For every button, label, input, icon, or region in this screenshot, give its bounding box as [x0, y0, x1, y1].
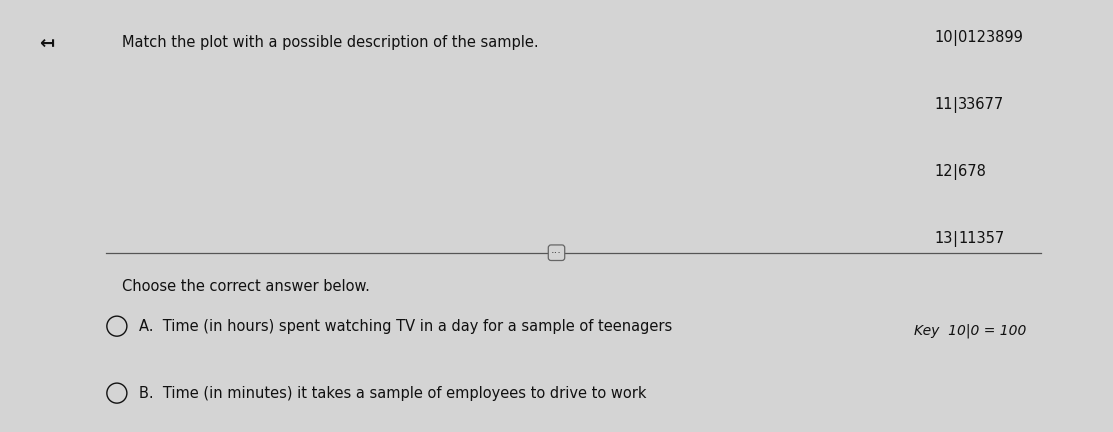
Text: 0123899: 0123899: [958, 30, 1023, 45]
Text: A.  Time (in hours) spent watching TV in a day for a sample of teenagers: A. Time (in hours) spent watching TV in …: [139, 319, 672, 334]
Text: |: |: [953, 231, 957, 247]
Text: ···: ···: [551, 248, 562, 258]
Text: 11357: 11357: [958, 231, 1005, 246]
Text: 12: 12: [934, 164, 953, 179]
Text: 11: 11: [934, 97, 953, 112]
Text: 678: 678: [958, 164, 986, 179]
Text: |: |: [953, 30, 957, 46]
Text: Match the plot with a possible description of the sample.: Match the plot with a possible descripti…: [122, 35, 539, 50]
Text: 33677: 33677: [958, 97, 1005, 112]
Text: 13: 13: [934, 231, 953, 246]
Text: Key  10|0 = 100: Key 10|0 = 100: [914, 324, 1026, 339]
Text: 10: 10: [934, 30, 953, 45]
Text: ↤: ↤: [39, 35, 55, 53]
Text: B.  Time (in minutes) it takes a sample of employees to drive to work: B. Time (in minutes) it takes a sample o…: [139, 386, 647, 400]
Text: Choose the correct answer below.: Choose the correct answer below.: [122, 279, 371, 294]
Text: |: |: [953, 97, 957, 113]
Text: |: |: [953, 164, 957, 180]
